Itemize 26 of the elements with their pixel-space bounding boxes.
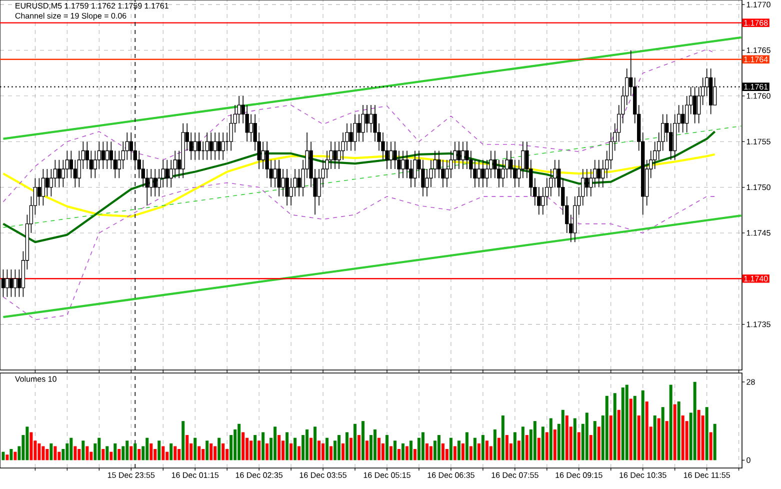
x-tick-label: 16 Dec 09:15 <box>556 472 602 478</box>
x-tick-label: 16 Dec 01:15 <box>172 472 219 478</box>
chart-title: EURUSD,M5 1.1759 1.1762 1.1759 1.1761 <box>16 2 168 10</box>
ref-line-label: 1.1768 <box>744 20 768 26</box>
y-tick-label: 1.1750 <box>746 184 770 190</box>
y-tick-label: 1.1735 <box>746 321 770 328</box>
x-tick-label: 16 Dec 02:35 <box>236 472 283 478</box>
chart-title: Volumes 10 <box>14 376 56 382</box>
x-tick-label: 16 Dec 10:35 <box>620 472 666 478</box>
ref-line-label: 1.1761 <box>744 84 768 90</box>
y-tick-label: 1.1765 <box>746 47 770 54</box>
y-tick-label: 28 <box>746 379 755 385</box>
x-tick-label: 16 Dec 11:55 <box>684 472 730 478</box>
y-tick-label: 1.1770 <box>746 2 770 8</box>
y-tick-label: 1.1755 <box>746 138 770 144</box>
x-tick-label: 16 Dec 06:35 <box>428 472 474 478</box>
ref-line-label: 1.1740 <box>744 276 768 282</box>
x-tick-label: 15 Dec 23:55 <box>108 472 155 478</box>
y-tick-label: 1.1760 <box>746 93 770 99</box>
ref-line-label: 1.1764 <box>744 56 768 62</box>
x-tick-label: 16 Dec 07:55 <box>492 472 538 478</box>
x-tick-label: 16 Dec 05:15 <box>364 472 410 478</box>
y-tick-label: 1.1745 <box>746 230 770 236</box>
x-tick-label: 16 Dec 03:55 <box>300 472 346 478</box>
text: Channel size = 19 Slope = 0.06 <box>15 12 126 20</box>
y-tick-label: 0 <box>746 457 750 464</box>
